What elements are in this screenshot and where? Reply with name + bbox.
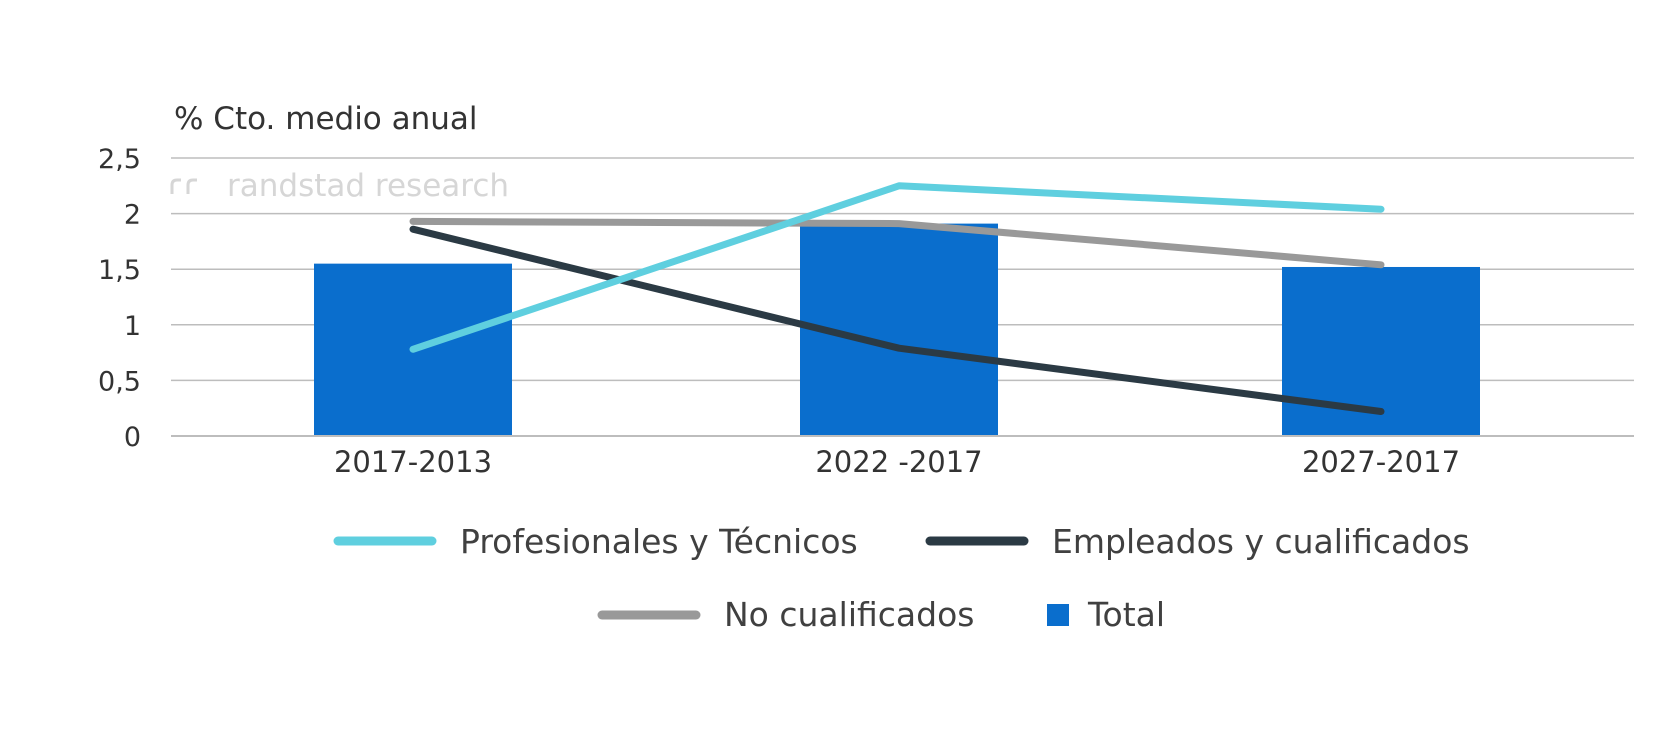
y-tick-label: 0 [124, 422, 141, 453]
legend-label: Total [1087, 595, 1165, 634]
x-tick-label: 2027-2017 [1302, 445, 1460, 479]
y-axis-ticks: 0 0,5 1 1,5 2 2,5 [98, 144, 141, 453]
x-axis-categories: 2017-2013 2022 -2017 2027-2017 [334, 445, 1460, 479]
x-tick-label: 2022 -2017 [815, 445, 982, 479]
y-tick-label: 2,5 [98, 144, 141, 175]
legend-label: Profesionales y Técnicos [460, 522, 858, 561]
watermark-text: randstad research [227, 168, 509, 204]
x-tick-label: 2017-2013 [334, 445, 492, 479]
bar-series [314, 223, 1480, 436]
legend-square-marker [1047, 604, 1069, 626]
y-axis-label: % Cto. medio anual [174, 101, 478, 137]
y-tick-label: 0,5 [98, 366, 141, 397]
y-tick-label: 1,5 [98, 255, 141, 286]
legend: Profesionales y Técnicos Empleados y cual… [333, 522, 1470, 634]
y-tick-label: 2 [124, 200, 141, 231]
line-series [409, 182, 1385, 415]
legend-item: Profesionales y Técnicos [333, 522, 858, 561]
watermark: randstad research [170, 168, 509, 204]
y-tick-label: 1 [124, 311, 141, 342]
legend-label: Empleados y cualificados [1052, 522, 1470, 561]
legend-item: No cualificados [597, 595, 974, 634]
randstad-logo-icon [170, 178, 197, 194]
bar [1282, 266, 1480, 436]
line-series-empleados-y-cualificados [409, 225, 1385, 415]
legend-label: No cualificados [724, 595, 974, 634]
legend-item: Empleados y cualificados [925, 522, 1470, 561]
legend-item: Total [1047, 595, 1165, 634]
